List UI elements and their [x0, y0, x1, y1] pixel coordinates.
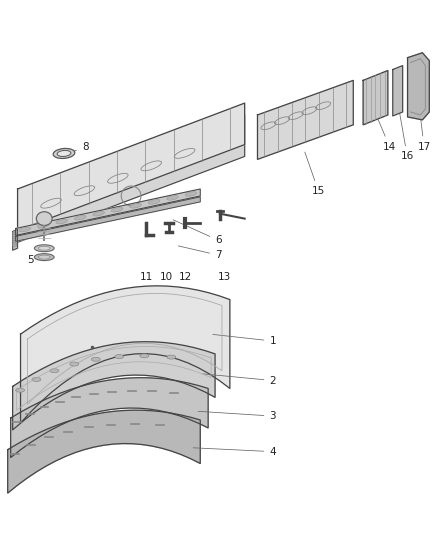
Ellipse shape	[13, 237, 17, 239]
Text: 16: 16	[398, 105, 414, 161]
Ellipse shape	[167, 196, 178, 200]
Text: 12: 12	[179, 272, 192, 282]
Polygon shape	[393, 66, 403, 116]
Text: 7: 7	[178, 246, 222, 260]
Ellipse shape	[56, 219, 67, 224]
Polygon shape	[16, 197, 200, 241]
Text: 11: 11	[139, 272, 152, 282]
Text: 8: 8	[67, 142, 88, 155]
Text: 1: 1	[213, 334, 276, 346]
Ellipse shape	[140, 354, 149, 358]
Text: 3: 3	[198, 411, 276, 421]
Ellipse shape	[38, 223, 49, 228]
Ellipse shape	[130, 204, 141, 208]
Ellipse shape	[16, 388, 25, 392]
Ellipse shape	[32, 377, 41, 382]
Text: 10: 10	[160, 272, 173, 282]
Ellipse shape	[34, 254, 54, 261]
Ellipse shape	[19, 227, 31, 232]
Ellipse shape	[57, 150, 71, 157]
Ellipse shape	[34, 245, 54, 252]
Ellipse shape	[13, 231, 17, 234]
Polygon shape	[21, 286, 230, 423]
Text: 13: 13	[218, 272, 232, 282]
Text: 6: 6	[173, 220, 222, 245]
Text: 9: 9	[65, 162, 108, 176]
Text: 5: 5	[28, 254, 42, 265]
Ellipse shape	[36, 212, 52, 225]
Polygon shape	[18, 115, 245, 243]
Polygon shape	[258, 80, 353, 159]
Polygon shape	[11, 378, 208, 457]
Text: 14: 14	[376, 115, 396, 151]
Ellipse shape	[50, 369, 59, 373]
Text: 4: 4	[193, 447, 276, 457]
Ellipse shape	[111, 207, 123, 212]
Ellipse shape	[148, 199, 160, 204]
Ellipse shape	[74, 215, 86, 220]
Ellipse shape	[38, 255, 50, 259]
Polygon shape	[408, 53, 429, 120]
Ellipse shape	[13, 238, 17, 241]
Ellipse shape	[13, 233, 17, 236]
Ellipse shape	[38, 246, 50, 250]
Ellipse shape	[13, 235, 17, 238]
Polygon shape	[13, 342, 215, 430]
Polygon shape	[16, 189, 200, 236]
Ellipse shape	[185, 192, 197, 196]
Polygon shape	[363, 70, 388, 125]
Polygon shape	[8, 410, 200, 493]
Ellipse shape	[13, 242, 17, 245]
Ellipse shape	[92, 357, 100, 361]
Ellipse shape	[13, 244, 17, 247]
Text: 15: 15	[305, 152, 325, 196]
Ellipse shape	[167, 355, 176, 359]
Text: 17: 17	[417, 95, 431, 151]
Text: 2: 2	[203, 374, 276, 385]
Ellipse shape	[93, 212, 105, 216]
Ellipse shape	[70, 362, 79, 366]
Ellipse shape	[13, 240, 17, 243]
Polygon shape	[18, 103, 245, 230]
Ellipse shape	[53, 149, 75, 158]
Polygon shape	[13, 230, 18, 250]
Ellipse shape	[115, 354, 124, 359]
